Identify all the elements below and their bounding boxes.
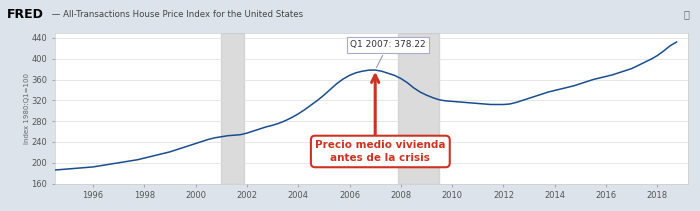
Bar bbox=[398, 33, 440, 184]
Text: ⤢: ⤢ bbox=[684, 9, 690, 19]
Text: FRED: FRED bbox=[7, 8, 44, 21]
Y-axis label: Index 1980:Q1=100: Index 1980:Q1=100 bbox=[24, 73, 29, 144]
Text: Q1 2007: 378.22: Q1 2007: 378.22 bbox=[350, 40, 426, 68]
Bar bbox=[221, 33, 244, 184]
Text: — All-Transactions House Price Index for the United States: — All-Transactions House Price Index for… bbox=[49, 10, 303, 19]
Text: Precio medio vivienda
antes de la crisis: Precio medio vivienda antes de la crisis bbox=[315, 140, 446, 163]
